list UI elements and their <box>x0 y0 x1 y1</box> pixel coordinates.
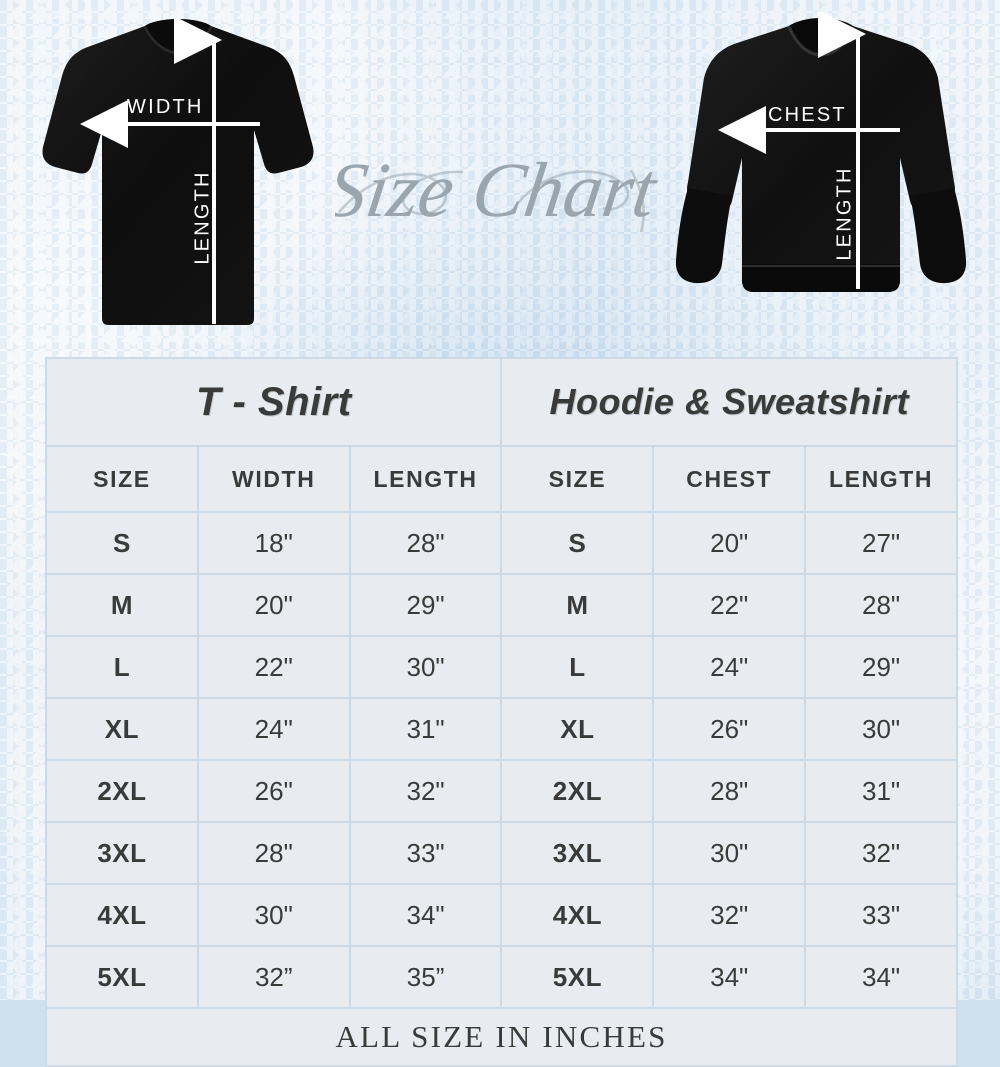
hoodie-length-2xl: 31" <box>806 761 956 821</box>
hoodie-chest-l: 24" <box>654 637 805 697</box>
size-chart-table: T - Shirt Hoodie & Sweatshirt SIZE WIDTH… <box>45 357 958 1067</box>
tshirt-length-l: 30" <box>350 637 501 697</box>
table-footer-row: ALL SIZE IN INCHES <box>47 1009 956 1065</box>
tshirt-length-s: 28" <box>350 513 501 573</box>
tshirt-body <box>42 20 314 325</box>
tshirt-width-l: 22" <box>198 637 349 697</box>
tshirt-length-2xl: 32" <box>350 761 501 821</box>
hoodie-waistband <box>742 264 900 292</box>
hoodie-illustration: CHEST LENGTH <box>662 10 980 332</box>
table-row: M 20" 29" M 22" 28" <box>47 575 956 635</box>
hoodie-length-m: 28" <box>806 575 956 635</box>
col-header-tshirt-size: SIZE <box>47 447 197 511</box>
hoodie-length-4xl: 33" <box>806 885 956 945</box>
hoodie-size-4xl: 4XL <box>502 885 653 945</box>
hoodie-length-l: 29" <box>806 637 956 697</box>
hoodie-chest-2xl: 28" <box>654 761 805 821</box>
all-size-in-inches-note: ALL SIZE IN INCHES <box>47 1009 956 1065</box>
tshirt-width-4xl: 30" <box>198 885 349 945</box>
table-row: S 18" 28" S 20" 27" <box>47 513 956 573</box>
hoodie-size-l: L <box>502 637 653 697</box>
tshirt-width-m: 20" <box>198 575 349 635</box>
hoodie-chest-m: 22" <box>654 575 805 635</box>
hoodie-chest-4xl: 32" <box>654 885 805 945</box>
hoodie-body <box>687 19 955 292</box>
col-header-tshirt-width: WIDTH <box>198 447 349 511</box>
table-column-header-row: SIZE WIDTH LENGTH SIZE CHEST LENGTH <box>47 447 956 511</box>
hoodie-size-s: S <box>502 513 653 573</box>
tshirt-size-5xl: 5XL <box>47 947 197 1007</box>
tshirt-size-2xl: 2XL <box>47 761 197 821</box>
hoodie-chest-xl: 26" <box>654 699 805 759</box>
tshirt-table-title: T - Shirt <box>47 359 501 445</box>
tshirt-illustration: WIDTH LENGTH <box>28 14 328 326</box>
hoodie-table-title: Hoodie & Sweatshirt <box>502 359 956 445</box>
col-header-hoodie-size: SIZE <box>502 447 653 511</box>
hoodie-size-3xl: 3XL <box>502 823 653 883</box>
table-row: 2XL 26" 32" 2XL 28" 31" <box>47 761 956 821</box>
tshirt-length-xl: 31" <box>350 699 501 759</box>
table-row: L 22" 30" L 24" 29" <box>47 637 956 697</box>
tshirt-size-l: L <box>47 637 197 697</box>
tshirt-width-5xl: 32” <box>198 947 349 1007</box>
col-header-hoodie-chest: CHEST <box>654 447 805 511</box>
tshirt-length-4xl: 34" <box>350 885 501 945</box>
table-row: 4XL 30" 34" 4XL 32" 33" <box>47 885 956 945</box>
col-header-hoodie-length: LENGTH <box>806 447 956 511</box>
tshirt-width-3xl: 28" <box>198 823 349 883</box>
hoodie-length-3xl: 32" <box>806 823 956 883</box>
hoodie-size-m: M <box>502 575 653 635</box>
tshirt-length-m: 29" <box>350 575 501 635</box>
table-row: XL 24" 31" XL 26" 30" <box>47 699 956 759</box>
tshirt-size-s: S <box>47 513 197 573</box>
hoodie-svg <box>675 10 967 292</box>
hoodie-length-xl: 30" <box>806 699 956 759</box>
table-row: 5XL 32” 35” 5XL 34" 34" <box>47 947 956 1007</box>
tshirt-width-xl: 24" <box>198 699 349 759</box>
tshirt-width-s: 18" <box>198 513 349 573</box>
hoodie-left-cuff <box>675 188 732 284</box>
tshirt-size-m: M <box>47 575 197 635</box>
col-header-tshirt-length: LENGTH <box>350 447 501 511</box>
hoodie-size-5xl: 5XL <box>502 947 653 1007</box>
table-row: 3XL 28" 33" 3XL 30" 32" <box>47 823 956 883</box>
tshirt-length-5xl: 35” <box>350 947 501 1007</box>
tshirt-length-3xl: 33" <box>350 823 501 883</box>
hoodie-size-2xl: 2XL <box>502 761 653 821</box>
hoodie-chest-s: 20" <box>654 513 805 573</box>
hoodie-right-cuff <box>910 188 967 284</box>
hoodie-size-xl: XL <box>502 699 653 759</box>
tshirt-size-3xl: 3XL <box>47 823 197 883</box>
hoodie-chest-5xl: 34" <box>654 947 805 1007</box>
hoodie-length-s: 27" <box>806 513 956 573</box>
tshirt-svg <box>42 16 314 325</box>
hoodie-length-5xl: 34" <box>806 947 956 1007</box>
tshirt-size-4xl: 4XL <box>47 885 197 945</box>
tshirt-width-2xl: 26" <box>198 761 349 821</box>
table-title-row: T - Shirt Hoodie & Sweatshirt <box>47 359 956 445</box>
tshirt-size-xl: XL <box>47 699 197 759</box>
hoodie-chest-3xl: 30" <box>654 823 805 883</box>
